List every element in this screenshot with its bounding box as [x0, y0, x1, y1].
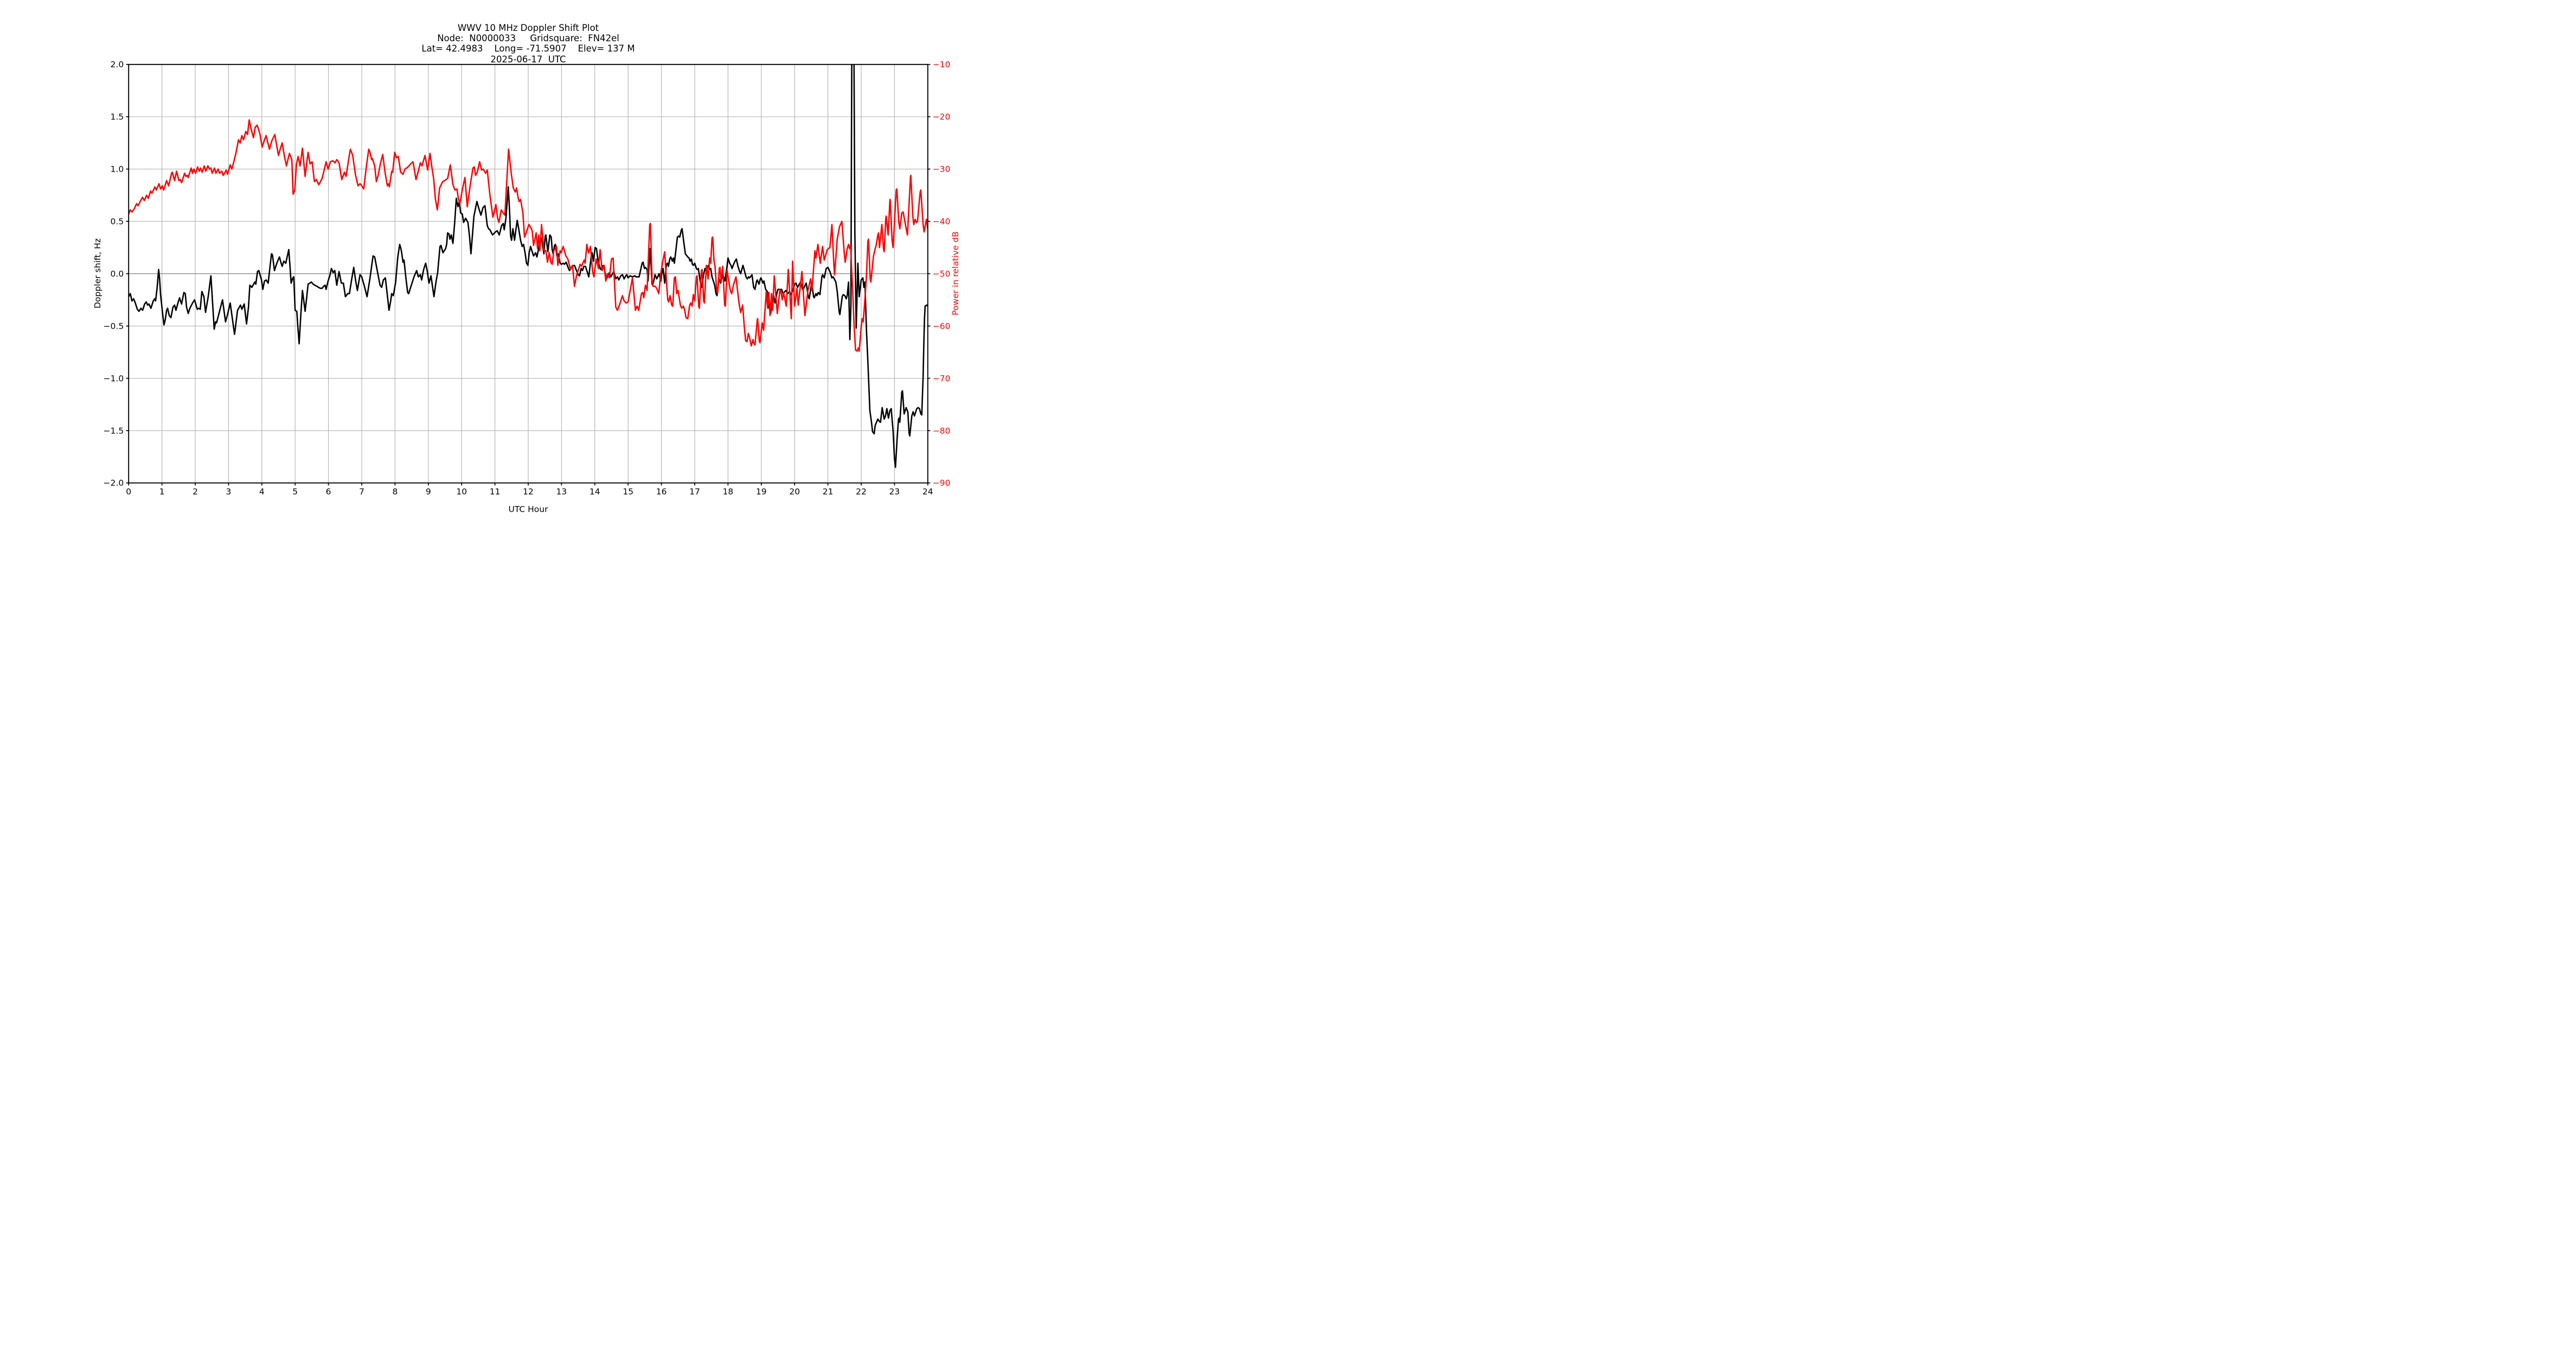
- chart-title-block: WWV 10 MHz Doppler Shift Plot Node: N000…: [129, 23, 928, 65]
- series-group: [129, 64, 928, 468]
- power-series-line: [129, 119, 928, 352]
- x-tick-label: 1: [159, 487, 165, 496]
- wwv-doppler-figure: 0 1 2 3 4 5 6 7 8 9 10 11 12 13 14 15 16 17 18 19 20 21 22 23 24…: [0, 0, 1030, 542]
- x-tick-label: 23: [889, 487, 900, 496]
- x-tick-label: 14: [589, 487, 600, 496]
- x-tick-label: 0: [126, 487, 131, 496]
- y-left-tick-label: 2.0: [111, 60, 124, 69]
- x-tick-label: 2: [193, 487, 198, 496]
- doppler-power-chart: 0 1 2 3 4 5 6 7 8 9 10 11 12 13 14 15 16 17 18 19 20 21 22 23 24…: [104, 60, 951, 496]
- y-right-tick-label: −80: [933, 426, 951, 436]
- x-tick-label: 3: [226, 487, 231, 496]
- x-tick-label: 7: [359, 487, 364, 496]
- y-left-tick-label: −1.5: [104, 426, 124, 436]
- y-right-tick-label: −60: [933, 321, 951, 331]
- y-right-tick-label: −40: [933, 216, 951, 226]
- x-tick-label: 16: [656, 487, 667, 496]
- x-tick-label: 18: [723, 487, 734, 496]
- x-tick-label: 9: [426, 487, 431, 496]
- chart-subtitle-date: 2025-06-17 UTC: [490, 54, 566, 65]
- y-right-tick-label: −10: [933, 60, 951, 69]
- x-tick-label: 8: [392, 487, 398, 496]
- x-tick-label: 13: [556, 487, 567, 496]
- x-tick-label: 12: [523, 487, 534, 496]
- x-tick-label: 24: [922, 487, 933, 496]
- x-tick-label: 5: [292, 487, 298, 496]
- x-tick-label: 15: [623, 487, 633, 496]
- y-left-tick-label: 0.0: [111, 269, 124, 279]
- y-right-tick-label: −30: [933, 164, 951, 174]
- y-left-tick-label: −0.5: [104, 321, 124, 331]
- x-tick-label: 4: [259, 487, 265, 496]
- y-axis-label-left: Doppler shift, Hz: [93, 238, 102, 309]
- y-right-tick-label: −70: [933, 374, 951, 383]
- x-tick-label: 11: [490, 487, 501, 496]
- x-tick-label: 19: [756, 487, 767, 496]
- x-tick-label: 10: [456, 487, 467, 496]
- y-axis-label-right: Power in relative dB: [951, 231, 960, 316]
- chart-title: WWV 10 MHz Doppler Shift Plot: [457, 23, 599, 33]
- y-left-tick-label: 1.5: [111, 112, 124, 122]
- y-left-tick-label: −1.0: [104, 374, 124, 383]
- y-left-tick-label: 1.0: [111, 164, 124, 174]
- x-tick-label: 22: [856, 487, 867, 496]
- y-left-tick-label: −2.0: [104, 478, 124, 488]
- y-right-tick-label: −90: [933, 478, 951, 488]
- y-right-tick-label: −50: [933, 269, 951, 279]
- chart-subtitle-node-gridsquare: Node: N0000033 Gridsquare: FN42el: [437, 33, 619, 44]
- axis-ticks: 0 1 2 3 4 5 6 7 8 9 10 11 12 13 14 15 16 17 18 19 20 21 22 23 24…: [104, 60, 951, 496]
- chart-subtitle-lat-long-elev: Lat= 42.4983 Long= -71.5907 Elev= 137 M: [421, 43, 635, 54]
- x-tick-label: 20: [789, 487, 800, 496]
- x-tick-label: 6: [326, 487, 331, 496]
- x-axis-label: UTC Hour: [508, 504, 548, 514]
- x-tick-label: 17: [689, 487, 700, 496]
- x-tick-label: 21: [823, 487, 834, 496]
- y-left-tick-label: 0.5: [111, 216, 124, 226]
- y-right-tick-label: −20: [933, 112, 951, 122]
